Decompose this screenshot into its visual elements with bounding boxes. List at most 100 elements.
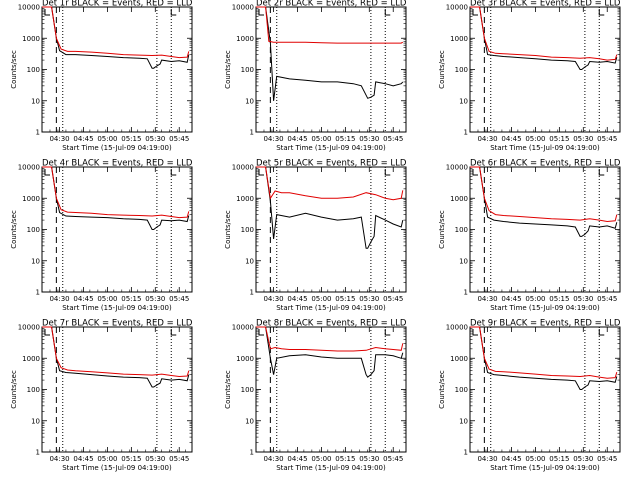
- x-axis-label: Start Time (15-Jul-09 04:19:00): [276, 304, 386, 312]
- panel-det-3: Det 3r BLACK = Events, RED = LLD 1 10 100 10…: [438, 0, 621, 152]
- series-events-line: [256, 166, 404, 249]
- series-events-line: [470, 6, 618, 70]
- x-tick-label: 04:45: [501, 455, 521, 463]
- y-tick-label: 10000: [18, 324, 40, 332]
- x-tick-label: 05:15: [121, 295, 141, 303]
- x-axis-label: Start Time (15-Jul-09 04:19:00): [490, 144, 600, 152]
- plot-frame: [41, 6, 193, 133]
- y-tick-label: 10: [459, 97, 468, 105]
- x-tick-label: 05:00: [525, 135, 545, 143]
- y-tick-label: 10: [245, 417, 254, 425]
- series-lld-line: [256, 166, 404, 201]
- y-tick-label: 1: [250, 449, 254, 457]
- y-tick-label: 10000: [232, 4, 254, 12]
- panel-title: Det 9r BLACK = Events, RED = LLD: [470, 319, 621, 329]
- plot-frame: [255, 6, 407, 133]
- y-axis-label: Counts/sec: [438, 210, 446, 249]
- x-tick-label: 05:15: [335, 295, 355, 303]
- y-tick-label: 10000: [446, 4, 468, 12]
- series-lld-line: [256, 326, 404, 352]
- x-tick-label: 05:15: [121, 455, 141, 463]
- attenuator-marker: [170, 9, 177, 16]
- y-tick-label: 1000: [22, 35, 40, 43]
- series-lld-line: [470, 166, 618, 223]
- attenuator-marker: [472, 329, 478, 336]
- panel-title: Det 1r BLACK = Events, RED = LLD: [42, 0, 193, 9]
- x-tick-label: 05:15: [121, 135, 141, 143]
- series-events-line: [470, 326, 618, 390]
- y-axis-label: Counts/sec: [224, 50, 232, 89]
- x-tick-label: 05:30: [359, 455, 379, 463]
- x-tick-label: 05:30: [573, 295, 593, 303]
- panel-title: Det 7r BLACK = Events, RED = LLD: [42, 319, 193, 329]
- x-tick-label: 05:45: [383, 135, 403, 143]
- attenuator-marker: [170, 329, 177, 336]
- y-tick-label: 1: [464, 289, 468, 297]
- series-lld-line: [470, 326, 618, 379]
- x-tick-label: 04:30: [477, 295, 497, 303]
- y-tick-label: 10: [31, 257, 40, 265]
- x-tick-label: 04:45: [501, 295, 521, 303]
- y-tick-label: 1000: [450, 195, 468, 203]
- x-tick-label: 05:45: [597, 295, 617, 303]
- x-tick-label: 04:45: [73, 295, 93, 303]
- attenuator-marker: [258, 9, 264, 16]
- x-tick-label: 04:45: [73, 135, 93, 143]
- y-tick-label: 10000: [446, 324, 468, 332]
- x-tick-label: 04:45: [501, 135, 521, 143]
- x-tick-label: 05:45: [383, 455, 403, 463]
- x-tick-label: 05:15: [335, 455, 355, 463]
- panel-det-8: Det 8r BLACK = Events, RED = LLD 1 10 100 10…: [224, 319, 407, 473]
- y-tick-label: 10: [31, 97, 40, 105]
- y-tick-label: 100: [27, 386, 40, 394]
- y-tick-label: 10000: [18, 4, 40, 12]
- panel-det-9: Det 9r BLACK = Events, RED = LLD 1 10 100 10…: [438, 319, 621, 473]
- y-axis-label: Counts/sec: [438, 370, 446, 409]
- y-tick-label: 1: [250, 289, 254, 297]
- panel-title: Det 2r BLACK = Events, RED = LLD: [256, 0, 407, 9]
- y-tick-label: 1: [464, 449, 468, 457]
- y-tick-label: 1000: [236, 195, 254, 203]
- y-tick-label: 100: [455, 66, 468, 74]
- y-tick-label: 1: [36, 449, 40, 457]
- attenuator-marker: [384, 9, 391, 16]
- attenuator-marker: [598, 9, 605, 16]
- y-tick-label: 1000: [22, 355, 40, 363]
- x-tick-label: 04:30: [263, 455, 283, 463]
- x-tick-label: 05:00: [97, 135, 117, 143]
- x-tick-label: 05:30: [359, 295, 379, 303]
- x-tick-label: 04:30: [263, 135, 283, 143]
- x-tick-label: 04:30: [49, 295, 69, 303]
- x-tick-label: 04:30: [477, 455, 497, 463]
- y-tick-label: 100: [455, 226, 468, 234]
- x-tick-label: 05:00: [97, 455, 117, 463]
- attenuator-marker: [44, 329, 50, 336]
- x-tick-label: 05:00: [525, 295, 545, 303]
- x-tick-label: 04:45: [287, 455, 307, 463]
- panel-det-5: Det 5r BLACK = Events, RED = LLD 1 10 100 10…: [224, 159, 407, 313]
- attenuator-marker: [598, 329, 605, 336]
- panel-det-7: Det 7r BLACK = Events, RED = LLD 1 10 100 10…: [10, 319, 193, 473]
- x-tick-label: 05:00: [311, 295, 331, 303]
- x-tick-label: 05:45: [169, 295, 189, 303]
- x-tick-label: 05:30: [145, 295, 165, 303]
- attenuator-marker: [170, 169, 177, 176]
- attenuator-marker: [384, 329, 391, 336]
- x-tick-label: 05:00: [311, 135, 331, 143]
- x-tick-label: 05:30: [145, 135, 165, 143]
- x-axis-label: Start Time (15-Jul-09 04:19:00): [62, 304, 172, 312]
- attenuator-marker: [44, 169, 50, 176]
- y-axis-label: Counts/sec: [10, 370, 18, 409]
- x-tick-label: 04:45: [287, 135, 307, 143]
- x-tick-label: 05:00: [311, 455, 331, 463]
- x-tick-label: 04:30: [263, 295, 283, 303]
- series-events-line: [42, 166, 190, 230]
- x-axis-label: Start Time (15-Jul-09 04:19:00): [490, 304, 600, 312]
- series-events-line: [42, 6, 190, 69]
- y-tick-label: 1: [250, 129, 254, 137]
- attenuator-marker: [258, 329, 264, 336]
- panel-det-2: Det 2r BLACK = Events, RED = LLD 1 10 100 10…: [224, 0, 407, 152]
- x-tick-label: 05:30: [359, 135, 379, 143]
- x-tick-label: 05:15: [549, 135, 569, 143]
